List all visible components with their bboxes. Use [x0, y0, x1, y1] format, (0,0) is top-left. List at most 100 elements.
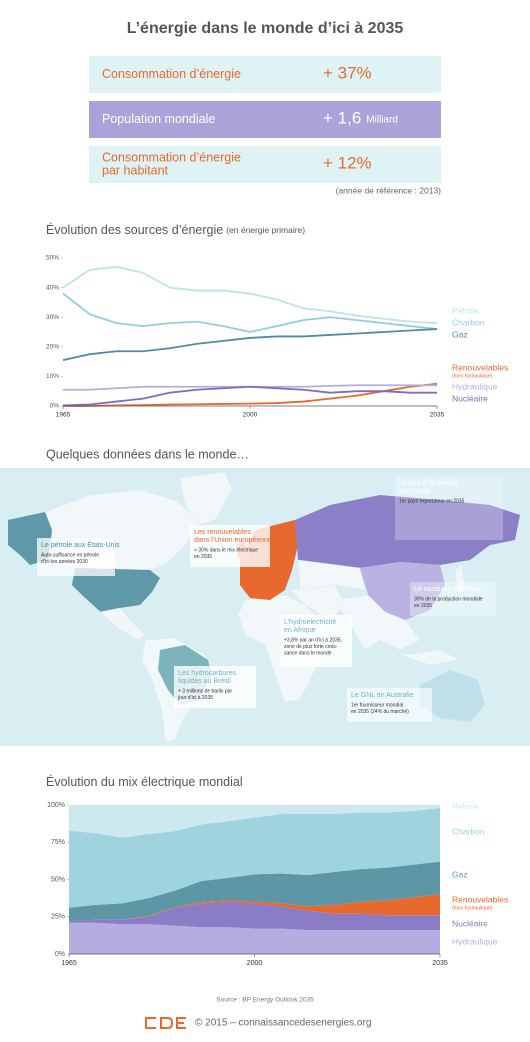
series-line: [62, 292, 438, 333]
logo: [145, 1017, 186, 1029]
y-tick-label: 20%: [46, 344, 59, 351]
x-tick-label: 2000: [247, 960, 263, 967]
y-tick-label: 25%: [51, 914, 65, 921]
japan: [454, 564, 466, 596]
copyright: © 2015 – connaissancedesenergies.org: [195, 1018, 371, 1029]
annotation-title: en Afrique: [284, 627, 316, 634]
x-tick-label: 2000: [243, 412, 258, 419]
annotation-box: [190, 525, 270, 567]
legend-note: (hors hydraulique): [452, 373, 493, 379]
legend-label: Charbon: [452, 317, 485, 327]
annotation-text: + 3 millions de barils par: [178, 688, 232, 694]
legend-label: Hydraulique: [452, 936, 498, 946]
annotation-box: [280, 615, 352, 667]
stat-box: [89, 56, 441, 93]
stat-box: [89, 146, 441, 183]
stat-label: par habitant: [102, 163, 169, 177]
china: [360, 562, 445, 620]
annotation-text: 30% de la production mondiale: [414, 596, 483, 602]
stat-label: Population mondiale: [102, 112, 215, 126]
annotation-text: 1er pays exportateur en 2035: [399, 498, 465, 504]
map-title: Quelques données dans le monde…: [46, 447, 249, 461]
annotation-box: [37, 538, 115, 576]
chart-subtitle: (en énergie primaire): [226, 225, 305, 235]
stat-number: + 37%: [323, 64, 372, 83]
y-tick-label: 30%: [46, 314, 59, 321]
annotation-title: liquides au Brésil: [178, 678, 231, 685]
stat-value: + 12%: [323, 154, 372, 173]
annotation-title: en Russie: [399, 488, 430, 495]
chart-title-main: Évolution des sources d’énergie: [46, 222, 223, 237]
legend-label: Nucléaire: [452, 393, 488, 403]
legend-note: (hors hydraulique): [452, 905, 493, 911]
page-title: L’énergie dans le monde d’ici à 2035: [127, 20, 404, 37]
annotation-text: 1er fournisseur mondial: [351, 702, 403, 708]
legend-label: Pétrole: [452, 801, 479, 811]
x-tick-label: 2035: [430, 412, 445, 419]
stat-unit: Milliard: [366, 114, 398, 125]
australia: [420, 670, 485, 722]
annotation-title: Le pétrole aux États-Unis: [41, 540, 120, 549]
annotation-box: [347, 688, 432, 722]
y-tick-label: 0%: [55, 951, 65, 958]
series-line: [63, 382, 438, 407]
stat-number: + 12%: [323, 154, 372, 173]
annotation-title: Les renouvelables: [194, 529, 251, 536]
chart-title-main: Évolution du mix électrique mondial: [46, 774, 243, 789]
usa: [72, 568, 160, 612]
legend-label: Gaz: [452, 329, 468, 339]
stat-number: + 1,6: [323, 109, 361, 128]
annotation-text: zone de plus forte crois-: [284, 644, 338, 650]
greenland: [179, 471, 233, 526]
y-tick-label: 0%: [50, 403, 60, 410]
series-area: [69, 901, 440, 931]
stat-box: [89, 101, 441, 138]
series-line: [62, 328, 438, 361]
x-tick-label: 2035: [432, 960, 448, 967]
series-area: [69, 894, 440, 922]
central-asia: [297, 559, 366, 591]
chart-title: Évolution des sources d’énergie (en énerg…: [46, 222, 305, 237]
reference-note: (année de référence : 2013): [336, 185, 442, 195]
legend-label: Nucléaire: [452, 918, 488, 928]
source: Source : BP Energy Outlook 2035: [216, 997, 314, 1004]
y-tick-label: 10%: [46, 373, 59, 380]
y-tick-label: 50%: [46, 255, 59, 262]
y-tick-label: 75%: [51, 839, 65, 846]
annotation-title: Les hydrocarbures: [178, 670, 236, 677]
legend-label: Renouvelables: [452, 362, 508, 372]
logo-e: [176, 1017, 186, 1029]
y-tick-label: 40%: [46, 284, 59, 291]
indonesia: [399, 649, 461, 666]
annotation-box: [174, 666, 256, 708]
legend-label: Charbon: [452, 826, 485, 836]
annotation-text: > 30% dans le mix électrique: [194, 547, 258, 553]
series-area: [69, 807, 440, 908]
annotation-box: [410, 582, 496, 616]
x-tick-label: 1965: [56, 412, 71, 419]
series-area: [69, 922, 440, 954]
annotation-text: jour d’ici à 2035: [177, 695, 213, 701]
annotation-box: [395, 476, 503, 540]
logo-d: [160, 1017, 174, 1029]
annotation-text: Auto-suffisance en pétrole: [41, 552, 99, 558]
annotation-text: sance dans le monde: [284, 650, 332, 656]
stat-label: Consommation d’énergie: [102, 67, 241, 81]
annotation-text: d’ici les années 2030: [41, 559, 88, 565]
legend-label: Hydraulique: [452, 381, 498, 391]
series-line: [62, 385, 437, 407]
legend-label: Pétrole: [452, 305, 479, 315]
stat-value: + 37%: [323, 64, 372, 83]
stat-value: + 1,6 Milliard: [323, 109, 398, 128]
russia: [295, 495, 520, 568]
legend-label: Renouvelables: [452, 894, 508, 904]
chart-title: Évolution du mix électrique mondial: [46, 774, 243, 789]
annotation-title: Le GNL en Australie: [351, 692, 413, 699]
series-area: [69, 805, 440, 838]
series-line: [62, 265, 438, 325]
mexico: [84, 597, 146, 641]
annotation-text: en 2035 (24% du marché): [351, 709, 409, 715]
annotation-title: L’hydroélectricité: [284, 619, 336, 626]
